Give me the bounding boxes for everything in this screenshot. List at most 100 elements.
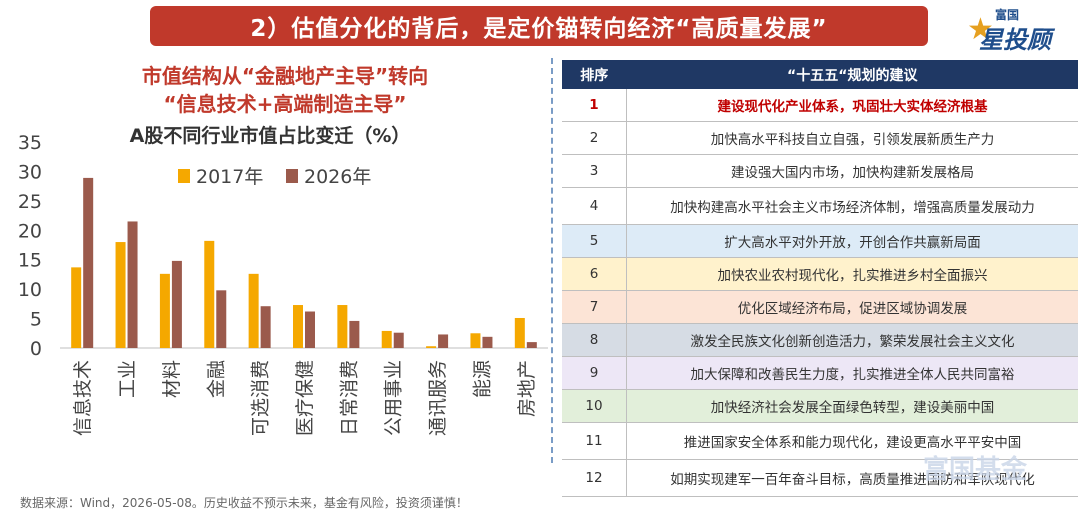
plan-table: 排序 “十五五“规划的建议 1 建设现代化产业体系，巩固壮大实体经济根基 2 加快高水… [562, 60, 1078, 497]
bar-2026 [171, 260, 182, 348]
y-tick-label: 15 [18, 250, 42, 272]
bar-2026 [305, 311, 315, 348]
row-proposal: 加快农业农村现代化，扎实推进乡村全面振兴 [626, 257, 1078, 291]
title-banner: 2）估值分化的背后，是定价锚转向经济“高质量发展” [150, 6, 928, 46]
row-proposal: 建设现代化产业体系，巩固壮大实体经济根基 [626, 89, 1078, 122]
star-icon: ★ [967, 12, 994, 47]
legend-label: 2026年 [304, 166, 371, 188]
bar-2017 [293, 305, 303, 348]
legend-label: 2017年 [196, 166, 263, 188]
bar-2017 [514, 317, 525, 348]
bar-2026 [526, 342, 537, 348]
bar-2017 [337, 305, 348, 348]
table-row: 11 推进国家安全体系和能力现代化，建设更高水平平安中国 [562, 422, 1078, 460]
table-row: 8 激发全民族文化创新创造活力，繁荣发展社会主义文化 [562, 323, 1078, 357]
table-row: 7 优化区域经济布局，促进区域协调发展 [562, 290, 1078, 324]
row-proposal: 激发全民族文化创新创造活力，繁荣发展社会主义文化 [626, 323, 1078, 357]
chart-title: A股不同行业市值占比变迁（%） [130, 124, 411, 147]
row-rank: 8 [562, 323, 627, 357]
row-proposal: 加快经济社会发展全面绿色转型，建设美丽中国 [626, 389, 1078, 423]
row-rank: 11 [562, 422, 627, 460]
bar-2026 [349, 320, 360, 348]
row-proposal: 加快高水平科技自立自强，引领发展新质生产力 [626, 121, 1078, 155]
x-tick-label: 材料 [161, 360, 183, 398]
row-proposal: 加大保障和改善民生力度，扎实推进全体人民共同富裕 [626, 356, 1078, 390]
table-row: 2 加快高水平科技自立自强，引领发展新质生产力 [562, 121, 1078, 155]
table-body: 1 建设现代化产业体系，巩固壮大实体经济根基 2 加快高水平科技自立自强，引领发展新质… [562, 89, 1078, 497]
bar-2026 [216, 290, 227, 348]
section-divider [551, 58, 553, 463]
y-tick-label: 25 [18, 191, 42, 213]
bar-2017 [470, 333, 481, 348]
row-proposal: 推进国家安全体系和能力现代化，建设更高水平平安中国 [626, 422, 1078, 460]
x-tick-label: 日常消费 [338, 360, 360, 436]
bar-2026 [438, 334, 449, 348]
x-tick-label: 可选消费 [250, 360, 272, 436]
table-header-row: 排序 “十五五“规划的建议 [562, 60, 1078, 89]
row-rank: 5 [562, 224, 627, 258]
bar-2026 [83, 177, 94, 348]
row-rank: 10 [562, 389, 627, 423]
header-rank: 排序 [562, 60, 627, 89]
source-footnote: 数据来源：Wind，2026-05-08。历史收益不预示未来，基金有风险，投资须… [20, 496, 468, 510]
x-tick-label: 能源 [471, 360, 493, 398]
x-axis-labels: 信息技术 工业 材料 金融 可选消费 医疗保健 日常消费 公用事业 通讯服务 能源 房地产 [72, 360, 538, 436]
bar-2017 [159, 273, 170, 348]
bars-group [71, 177, 537, 348]
bar-2026 [127, 221, 138, 348]
row-rank: 2 [562, 121, 627, 155]
row-proposal: 建设强大国内市场，加快构建新发展格局 [626, 154, 1078, 188]
x-tick-label: 公用事业 [383, 360, 405, 436]
x-tick-label: 信息技术 [72, 360, 94, 436]
header-proposal: “十五五“规划的建议 [626, 60, 1078, 89]
y-tick-label: 20 [18, 220, 42, 242]
legend-swatch [178, 169, 190, 183]
table-row: 10 加快经济社会发展全面绿色转型，建设美丽中国 [562, 389, 1078, 423]
brand-logo: ★ 富国 星投顾 [965, 4, 1075, 54]
y-tick-label: 30 [18, 161, 42, 183]
x-tick-label: 医疗保健 [294, 360, 316, 436]
bar-2017 [381, 330, 392, 348]
x-tick-label: 房地产 [516, 360, 538, 417]
y-tick-label: 35 [18, 132, 42, 154]
watermark: 富国基金 [922, 455, 1027, 485]
row-proposal: 加快构建高水平社会主义市场经济体制，增强高质量发展动力 [626, 187, 1078, 225]
left-subtitle-line2: “信息技术+高端制造主导” [163, 92, 407, 116]
bar-2017 [426, 346, 437, 348]
x-tick-label: 金融 [205, 360, 227, 398]
banner-title: 2）估值分化的背后，是定价锚转向经济“高质量发展” [250, 16, 828, 42]
row-rank: 4 [562, 187, 627, 225]
row-rank: 9 [562, 356, 627, 390]
table-row: 3 建设强大国内市场，加快构建新发展格局 [562, 154, 1078, 188]
row-rank: 3 [562, 154, 627, 188]
bar-2017 [115, 242, 126, 348]
bar-2026 [393, 332, 404, 348]
y-tick-label: 0 [30, 338, 42, 360]
y-tick-label: 10 [18, 279, 42, 301]
row-proposal: 优化区域经济布局，促进区域协调发展 [626, 290, 1078, 324]
market-cap-bar-chart: A股不同行业市值占比变迁（%） 2017年 2026年 0 5 10 15 20 25 30 3… [18, 124, 548, 436]
left-subtitle-line1: 市值结构从“金融地产主导”转向 [141, 64, 429, 88]
y-tick-label: 5 [30, 309, 42, 331]
row-rank: 7 [562, 290, 627, 324]
logo-top-text: 富国 [995, 8, 1020, 22]
row-rank: 12 [562, 459, 627, 497]
table-row: 4 加快构建高水平社会主义市场经济体制，增强高质量发展动力 [562, 187, 1078, 225]
row-rank: 6 [562, 257, 627, 291]
row-proposal: 扩大高水平对外开放，开创合作共赢新局面 [626, 224, 1078, 258]
table-row: 6 加快农业农村现代化，扎实推进乡村全面振兴 [562, 257, 1078, 291]
table-row: 12 如期实现建军一百年奋斗目标，高质量推进国防和军队现代化 [562, 459, 1078, 497]
bar-2017 [248, 273, 259, 348]
table-row: 9 加大保障和改善民生力度，扎实推进全体人民共同富裕 [562, 356, 1078, 390]
x-tick-label: 工业 [117, 360, 139, 398]
bar-2026 [260, 306, 271, 348]
bar-2026 [482, 336, 493, 348]
row-proposal: 如期实现建军一百年奋斗目标，高质量推进国防和军队现代化 [626, 459, 1078, 497]
table-row: 5 扩大高水平对外开放，开创合作共赢新局面 [562, 224, 1078, 258]
y-axis: 0 5 10 15 20 25 30 35 [18, 132, 548, 360]
bar-2017 [204, 240, 215, 348]
x-tick-label: 通讯服务 [427, 360, 449, 436]
legend-swatch [286, 169, 298, 183]
table-row: 1 建设现代化产业体系，巩固壮大实体经济根基 [562, 89, 1078, 122]
chart-legend: 2017年 2026年 [178, 166, 371, 188]
